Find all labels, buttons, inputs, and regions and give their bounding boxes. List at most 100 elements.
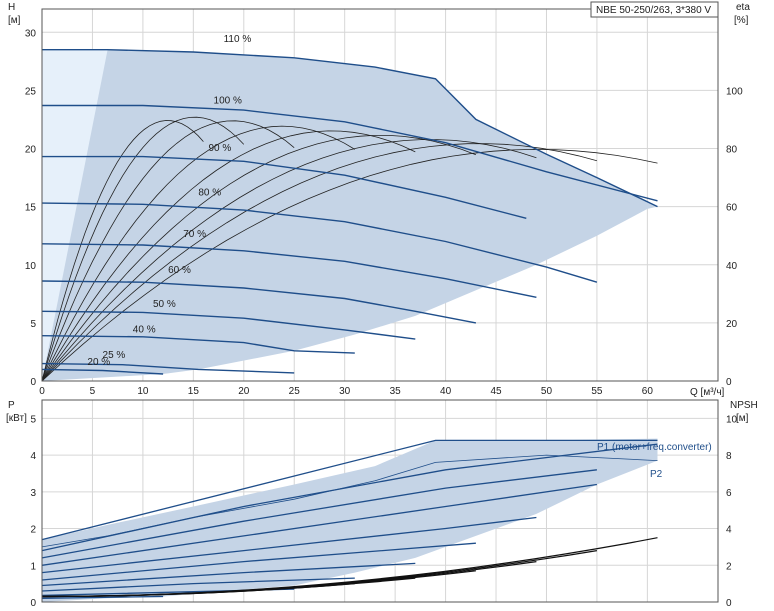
eta-tick-label: 20 bbox=[726, 319, 738, 330]
power-curve bbox=[41, 516, 537, 574]
npsh-curve bbox=[42, 583, 355, 598]
npsh-tick-label: 0 bbox=[726, 598, 732, 609]
head-envelope-layer bbox=[42, 49, 658, 381]
power-plot-frame bbox=[41, 399, 719, 603]
eta-tick-label: 60 bbox=[726, 203, 738, 214]
flow-axis-label: Q [м³/ч] bbox=[690, 387, 725, 398]
speed-curve bbox=[41, 310, 416, 340]
x-tick-label: 30 bbox=[339, 386, 351, 397]
y-tick-label: 10 bbox=[25, 261, 37, 272]
x-tick-label: 40 bbox=[440, 386, 452, 397]
power-tick-label: 3 bbox=[30, 488, 36, 499]
y-tick-label: 25 bbox=[25, 86, 37, 97]
power-tick-label: 2 bbox=[30, 525, 36, 536]
efficiency-curve bbox=[41, 148, 658, 382]
speed-curve-label: 40 % bbox=[133, 325, 156, 336]
y-tick-label: 30 bbox=[25, 28, 37, 39]
x-tick-label: 20 bbox=[238, 386, 250, 397]
npsh-tick-label: 4 bbox=[726, 525, 732, 536]
power-curve bbox=[41, 469, 597, 559]
speed-curve-label: 80 % bbox=[198, 187, 221, 198]
speed-curve-label: 25 % bbox=[103, 350, 126, 361]
y-tick-label: 0 bbox=[30, 377, 36, 388]
power-curve bbox=[41, 595, 164, 599]
x-tick-label: 45 bbox=[490, 386, 502, 397]
low-flow-region bbox=[42, 49, 108, 381]
speed-curve bbox=[42, 155, 527, 219]
speed-curve bbox=[41, 202, 598, 283]
eta-axis-label: eta bbox=[736, 2, 750, 13]
npsh-tick-label: 8 bbox=[726, 451, 732, 462]
x-tick-label: 5 bbox=[90, 386, 96, 397]
x-tick-label: 25 bbox=[289, 386, 301, 397]
npsh-axis-unit: [м] bbox=[736, 413, 749, 424]
speed-curve-layer: 110 % 100 % 90 % 80 % 70 % 60 % 50 % 40 % 25 %20… bbox=[41, 34, 658, 375]
speed-curve bbox=[41, 362, 295, 374]
speed-curve-label: 20 % bbox=[87, 357, 110, 368]
npsh-tick-label: 2 bbox=[726, 561, 732, 572]
x-tick-label: 0 bbox=[39, 386, 45, 397]
head-plot-frame bbox=[41, 8, 719, 382]
speed-curve-label: 100 % bbox=[214, 95, 242, 106]
power-tick-label: 4 bbox=[30, 451, 36, 462]
npsh-tick-label: 10 bbox=[726, 414, 738, 425]
efficiency-curve bbox=[41, 134, 477, 382]
chart-title: NBE 50-250/263, 3*380 V bbox=[596, 5, 711, 16]
power-plot: 0 1 2 3 4 5 0 2 4 6 8 10 P [кВт] NPSH [м] P1 (motor… bbox=[6, 399, 758, 609]
efficiency-curve bbox=[41, 130, 416, 382]
x-tick-label: 60 bbox=[642, 386, 654, 397]
speed-curve-label: 50 % bbox=[153, 299, 176, 310]
npsh-layer bbox=[41, 537, 658, 598]
npsh-axis-label: NPSH bbox=[730, 400, 758, 411]
y-tick-label: 20 bbox=[25, 145, 37, 156]
speed-curve bbox=[42, 104, 658, 202]
x-tick-label: 50 bbox=[541, 386, 553, 397]
head-axis-label: H bbox=[8, 2, 15, 13]
power-ticks: 0 1 2 3 4 5 0 2 4 6 8 10 bbox=[30, 414, 737, 609]
power-curve bbox=[41, 483, 597, 566]
power-axis-label: P bbox=[8, 400, 15, 411]
p2-curve bbox=[41, 454, 658, 548]
efficiency-curve bbox=[41, 120, 295, 382]
speed-curve bbox=[42, 49, 658, 208]
x-tick-label: 55 bbox=[591, 386, 603, 397]
head-ticks: 0 5 10 15 20 25 30 35 40 45 50 55 60 0 5 10 15 20 25 30 0 20 4… bbox=[25, 28, 743, 397]
legend-p1: P1 (motor+freq.converter) bbox=[597, 442, 712, 453]
power-axis-unit: [кВт] bbox=[6, 413, 27, 424]
operating-envelope bbox=[42, 49, 658, 381]
eta-tick-label: 40 bbox=[726, 261, 738, 272]
y-tick-label: 15 bbox=[25, 203, 37, 214]
speed-curve-label: 60 % bbox=[168, 265, 191, 276]
y-tick-label: 5 bbox=[30, 319, 36, 330]
speed-curve bbox=[41, 335, 355, 354]
speed-curve bbox=[41, 280, 477, 324]
power-tick-label: 1 bbox=[30, 561, 36, 572]
power-curve bbox=[41, 577, 355, 592]
power-tick-label: 0 bbox=[30, 598, 36, 609]
eta-tick-label: 0 bbox=[726, 377, 732, 388]
head-plot: 110 %100 %90 %80 %70 %60 %50 %40 %25 %20… bbox=[8, 1, 750, 398]
x-tick-label: 15 bbox=[188, 386, 200, 397]
power-curve-layer bbox=[41, 439, 658, 599]
npsh-tick-label: 6 bbox=[726, 488, 732, 499]
title-box bbox=[590, 1, 719, 18]
head-axis-unit: [м] bbox=[8, 15, 21, 26]
power-curve bbox=[41, 439, 658, 541]
eta-tick-label: 80 bbox=[726, 145, 738, 156]
eta-tick-label: 100 bbox=[726, 86, 743, 97]
x-tick-label: 10 bbox=[137, 386, 149, 397]
efficiency-curve bbox=[41, 143, 598, 382]
speed-curve-label: 110 % bbox=[224, 34, 252, 45]
speed-curve-label: 70 % bbox=[183, 229, 206, 240]
power-tick-label: 5 bbox=[30, 414, 36, 425]
speed-curve bbox=[41, 243, 537, 298]
legend-p2: P2 bbox=[650, 469, 663, 480]
x-tick-label: 35 bbox=[390, 386, 402, 397]
efficiency-curve bbox=[41, 116, 245, 382]
power-curve bbox=[41, 562, 416, 587]
power-curve bbox=[41, 542, 476, 581]
speed-curve-label: 90 % bbox=[208, 143, 231, 154]
efficiency-curve bbox=[41, 125, 356, 382]
efficiency-curve bbox=[41, 139, 537, 382]
